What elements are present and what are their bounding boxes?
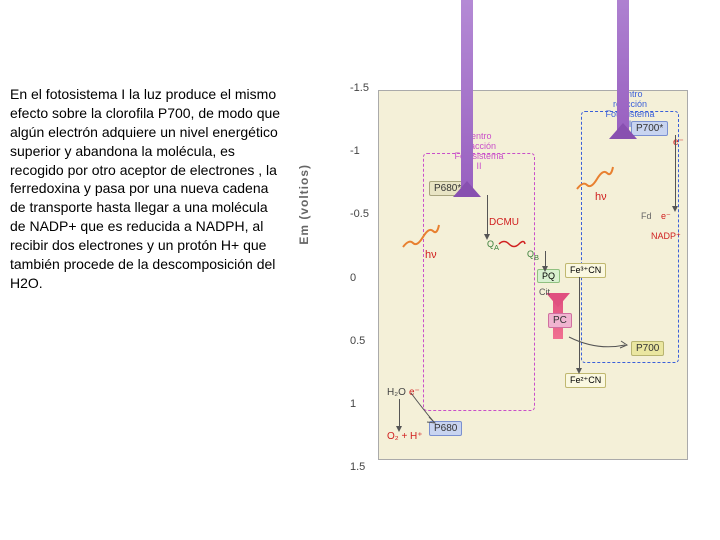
- q-link-wave: [497, 237, 527, 251]
- y-axis-label: Em (voltios): [297, 163, 311, 244]
- h2o-arrow: [399, 399, 400, 427]
- h2o-label: H₂O: [387, 387, 406, 398]
- fe3-label: Fe³⁺CN: [565, 263, 606, 278]
- ytick: 0.5: [350, 335, 365, 347]
- e-fd-label: e⁻: [661, 211, 671, 222]
- plot-area: centro reacción Fotosistema II centro re…: [378, 90, 688, 460]
- qb-label: QB: [527, 249, 539, 262]
- ytick: 0: [350, 272, 356, 284]
- ytick: -1.5: [350, 82, 369, 94]
- e-arrow-2: [545, 251, 546, 267]
- ytick: 1: [350, 398, 356, 410]
- ytick: -1: [350, 145, 360, 157]
- p700: P700: [631, 341, 664, 356]
- hv-label-ps2: hν: [425, 249, 437, 261]
- cit-label: Cit: [539, 287, 550, 297]
- zscheme-diagram: Em (voltios) -1.5 -1 -0.5 0 0.5 1 1.5 ce…: [330, 80, 700, 475]
- dcmu-label: DCMU: [489, 217, 519, 228]
- e-ps1-arrow: [675, 135, 676, 207]
- hv-label-ps1: hν: [595, 191, 607, 203]
- hv-wave-ps1: [575, 163, 615, 193]
- pq-label: PQ: [537, 269, 560, 283]
- fd-label: Fd: [641, 211, 652, 221]
- h2o-to-p680: [409, 391, 439, 427]
- ytick: -0.5: [350, 208, 369, 220]
- e-arrow-1: [487, 195, 488, 235]
- pc-to-p700: [567, 323, 631, 353]
- fe2-label: Fe²⁺CN: [565, 373, 606, 388]
- ps2-title: centro reacción Fotosistema II: [452, 132, 507, 172]
- description-text: En el fotosistema I la luz produce el mi…: [10, 85, 285, 293]
- ytick: 1.5: [350, 461, 365, 473]
- o2h-label: O₂ + H⁺: [387, 431, 423, 442]
- nadp-label: NADP⁺: [651, 231, 681, 242]
- hv-wave-ps2: [401, 221, 441, 251]
